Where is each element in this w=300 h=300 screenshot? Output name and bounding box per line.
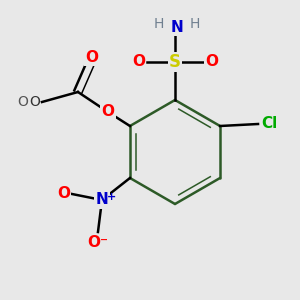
Text: H: H [190,17,200,31]
Text: O: O [101,104,115,119]
Text: +: + [107,192,116,202]
Text: S: S [169,53,181,71]
Text: O: O [29,95,40,109]
Text: O: O [17,95,28,109]
Text: N: N [171,20,183,34]
Text: O: O [132,55,145,70]
Text: O: O [85,50,98,64]
Text: O: O [57,187,70,202]
Text: Cl: Cl [261,116,277,131]
Text: O⁻: O⁻ [88,235,109,250]
Text: H: H [154,17,164,31]
Text: O: O [205,55,218,70]
Text: N: N [96,193,108,208]
